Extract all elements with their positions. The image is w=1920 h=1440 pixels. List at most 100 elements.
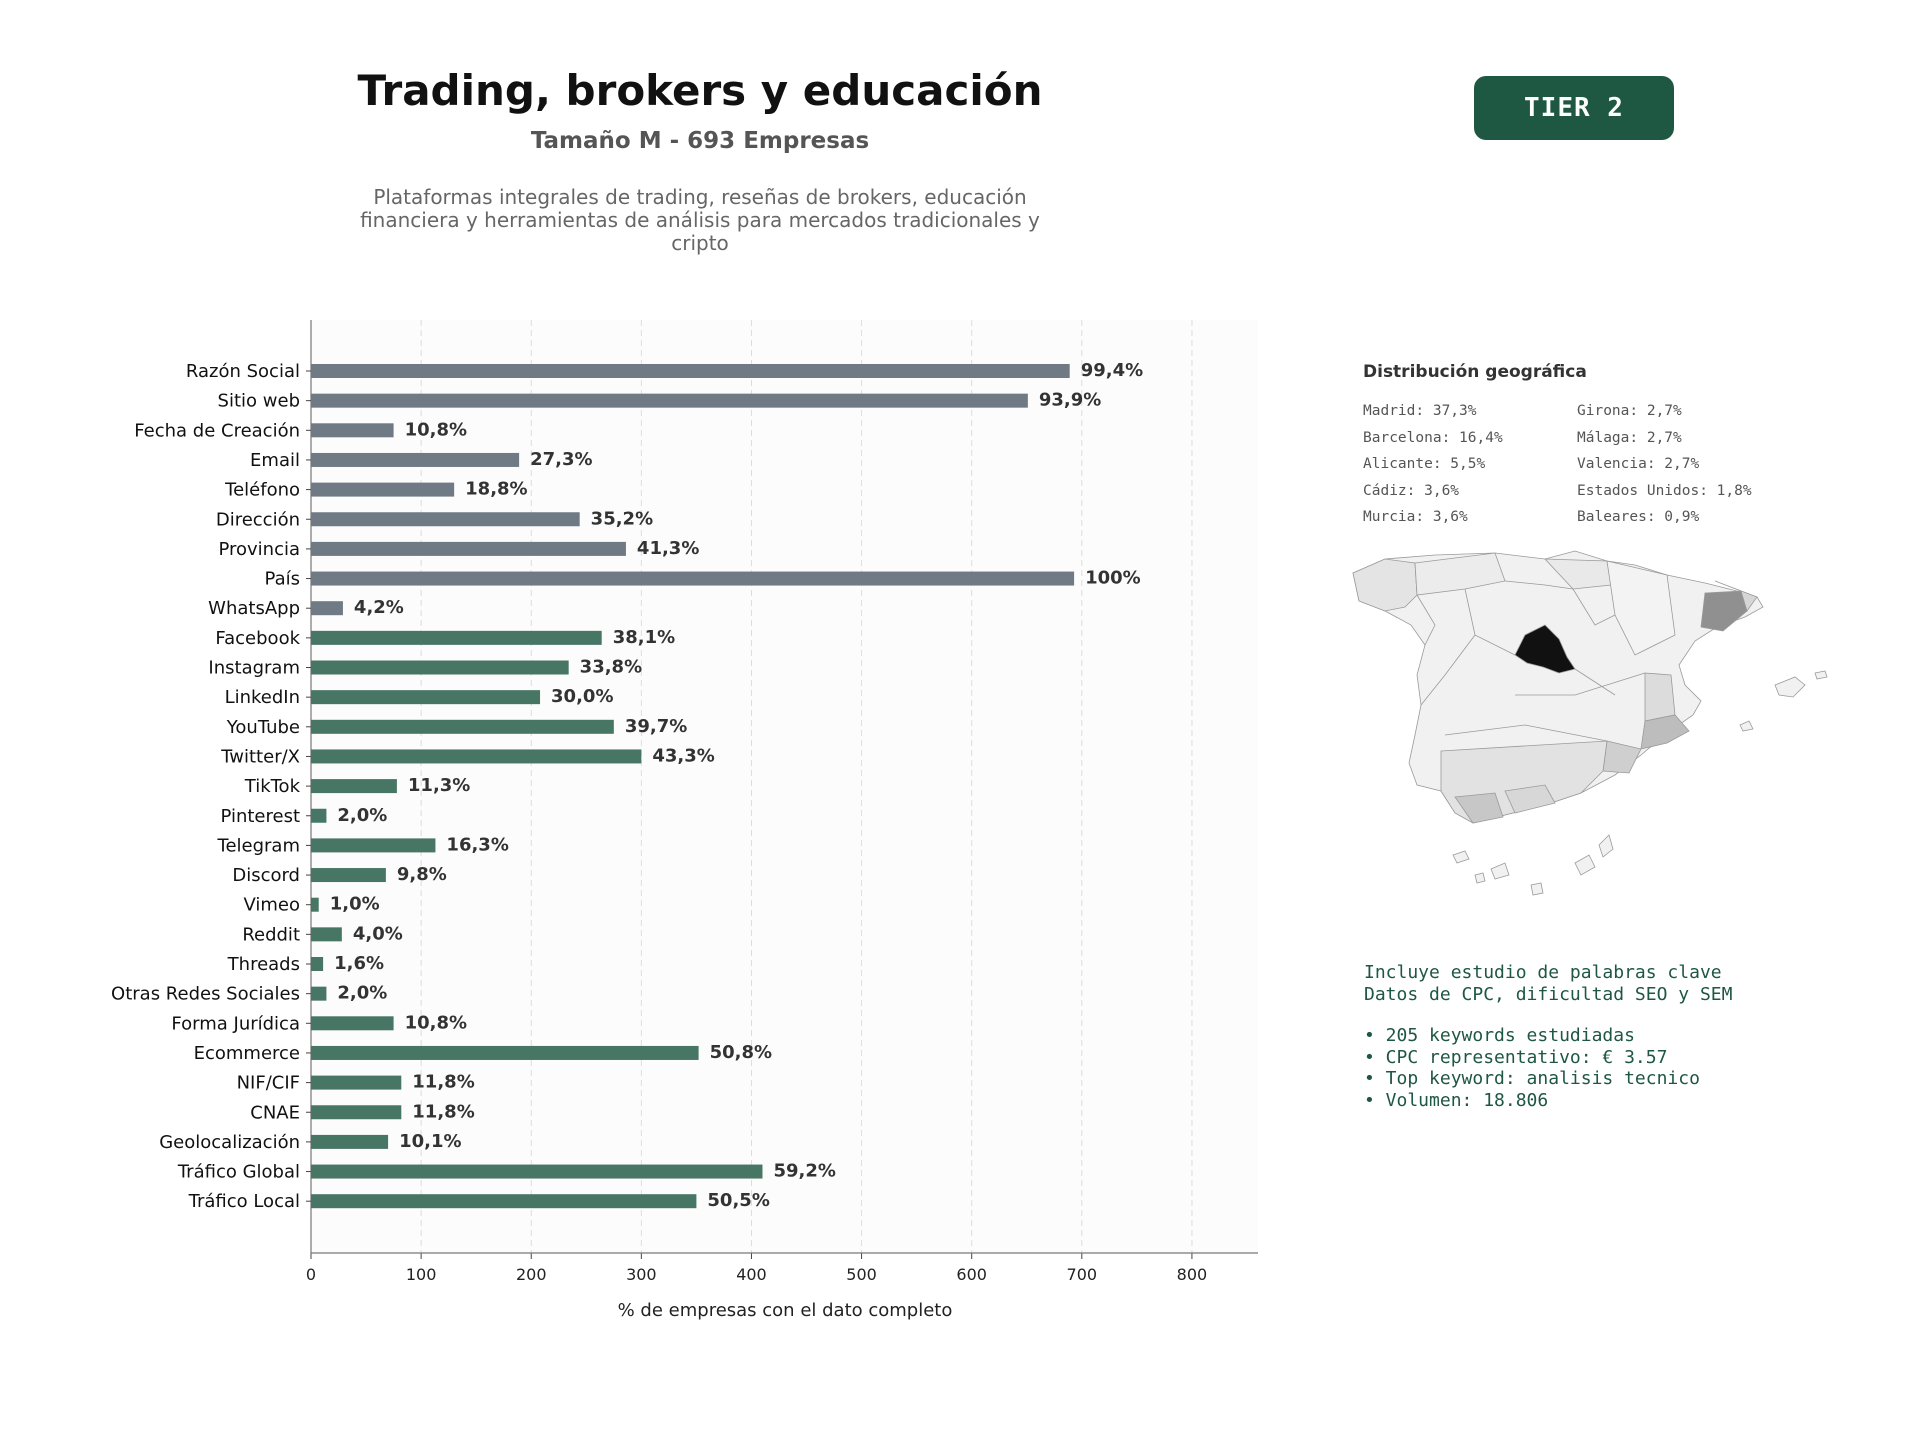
map-madrid — [1514, 624, 1576, 674]
category-label: Twitter/X — [220, 746, 300, 767]
category-label: YouTube — [226, 717, 300, 738]
description-line: cripto — [671, 231, 729, 255]
keyword-study-panel: Incluye estudio de palabras clave Datos … — [1364, 962, 1732, 1111]
keyword-bullet: • Top keyword: analisis tecnico — [1364, 1068, 1700, 1089]
category-label: Provincia — [218, 539, 300, 560]
data-label: 30,0% — [551, 686, 613, 707]
category-label: Teléfono — [224, 480, 300, 501]
map-province-lines — [1416, 580, 1646, 742]
bar — [311, 571, 1075, 586]
plot-area — [311, 320, 1258, 1253]
page-subtitle: Tamaño M - 693 Empresas — [530, 128, 870, 154]
bar — [311, 1164, 763, 1179]
category-label: Instagram — [208, 658, 300, 679]
category-label: Forma Jurídica — [171, 1013, 300, 1034]
data-label: 38,1% — [613, 627, 675, 648]
category-label: Dirección — [216, 509, 300, 530]
data-label: 11,8% — [412, 1072, 474, 1093]
data-label: 35,2% — [591, 508, 653, 529]
bar — [311, 838, 436, 853]
data-label: 10,1% — [399, 1131, 461, 1152]
data-label: 93,9% — [1039, 390, 1101, 411]
data-label: 50,5% — [707, 1190, 769, 1211]
data-label: 59,2% — [773, 1161, 835, 1182]
bar — [311, 423, 394, 438]
keyword-bullet: • CPC representativo: € 3.57 — [1364, 1046, 1668, 1068]
map-north — [1414, 552, 1506, 596]
data-label: 11,8% — [412, 1101, 474, 1122]
sector-description: Plataformas integrales de trading, reseñ… — [340, 186, 1060, 255]
category-label: Facebook — [215, 628, 300, 649]
category-label: Otras Redes Sociales — [111, 984, 300, 1005]
description-line: financiera y herramientas de análisis pa… — [360, 208, 1040, 232]
bar — [311, 660, 569, 675]
geo-item: Girona: 2,7% — [1577, 403, 1682, 419]
category-label: Geolocalización — [159, 1132, 300, 1153]
tier-badge: TIER 2 — [1474, 76, 1674, 140]
map-aragon — [1606, 560, 1676, 656]
bar — [311, 1016, 394, 1031]
geo-item: Murcia: 3,6% — [1363, 509, 1468, 525]
data-label: 4,0% — [353, 923, 403, 944]
x-tick-label: 600 — [956, 1265, 987, 1284]
category-label: LinkedIn — [225, 687, 300, 708]
keyword-study-line: Incluye estudio de palabras clave — [1364, 962, 1722, 983]
bar — [311, 1075, 402, 1090]
map-galicia — [1352, 558, 1418, 612]
map-girona — [1714, 580, 1758, 612]
data-label: 1,6% — [334, 953, 384, 974]
map-alicante — [1640, 714, 1690, 750]
data-label: 43,3% — [652, 745, 714, 766]
bar — [311, 957, 324, 971]
bar — [311, 601, 343, 616]
bar — [311, 482, 455, 497]
data-label: 16,3% — [446, 834, 508, 855]
bar — [311, 630, 602, 645]
data-label: 18,8% — [465, 479, 527, 500]
category-label: TikTok — [244, 776, 301, 797]
bar — [311, 986, 327, 1001]
category-label: CNAE — [250, 1102, 300, 1123]
map-cadiz — [1454, 792, 1504, 824]
x-tick-label: 0 — [306, 1265, 316, 1284]
x-tick-label: 100 — [406, 1265, 437, 1284]
bar — [311, 1045, 699, 1060]
x-tick-label: 200 — [516, 1265, 547, 1284]
map-canarias — [1452, 834, 1614, 896]
bar — [311, 749, 642, 764]
data-label: 9,8% — [397, 864, 447, 885]
bar — [311, 452, 520, 467]
keyword-bullet: • Volumen: 18.806 — [1364, 1089, 1549, 1111]
bar — [311, 927, 342, 942]
data-label: 11,3% — [408, 775, 470, 796]
description-line: Plataformas integrales de trading, reseñ… — [373, 185, 1027, 209]
data-label: 10,8% — [405, 1012, 467, 1033]
x-tick-label: 700 — [1067, 1265, 1098, 1284]
data-label: 4,2% — [354, 597, 404, 618]
category-label: Tráfico Local — [188, 1191, 300, 1212]
geo-item: Málaga: 2,7% — [1577, 429, 1682, 446]
map-baleares — [1739, 670, 1828, 732]
bar — [311, 393, 1028, 408]
geo-item: Barcelona: 16,4% — [1363, 429, 1503, 446]
category-label: Threads — [227, 954, 300, 975]
geo-item: Baleares: 0,9% — [1577, 509, 1700, 525]
bar — [311, 868, 386, 883]
data-label: 2,0% — [337, 983, 387, 1004]
x-tick-label: 400 — [736, 1265, 767, 1284]
data-label: 27,3% — [530, 449, 592, 470]
category-label: Tráfico Global — [177, 1162, 300, 1183]
geo-item: Madrid: 37,3% — [1363, 403, 1477, 419]
geo-item: Estados Unidos: 1,8% — [1577, 482, 1752, 499]
data-label: 1,0% — [330, 894, 380, 915]
bar — [311, 897, 319, 912]
bar — [311, 512, 580, 527]
x-tick-label: 800 — [1177, 1265, 1208, 1284]
data-label: 2,0% — [337, 805, 387, 826]
bar — [311, 808, 327, 823]
category-label: NIF/CIF — [237, 1073, 300, 1094]
x-tick-label: 500 — [846, 1265, 877, 1284]
category-label: Discord — [232, 865, 300, 886]
x-axis-label: % de empresas con el dato completo — [618, 1300, 953, 1321]
